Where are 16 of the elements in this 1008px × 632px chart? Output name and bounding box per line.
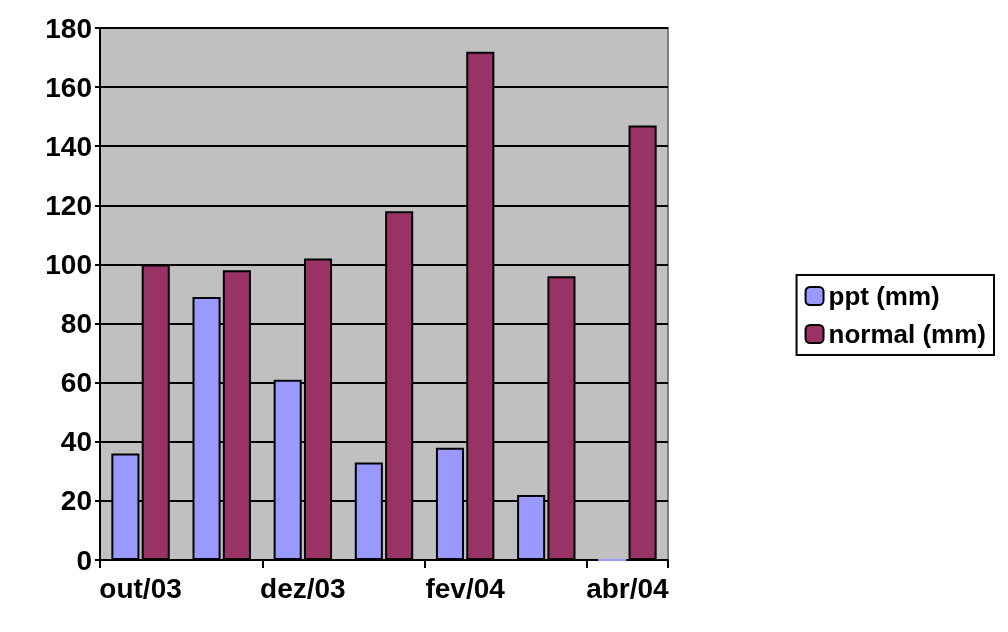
y-tick-label: 100 — [45, 248, 92, 280]
y-tick-label: 160 — [45, 71, 92, 103]
legend-label: normal (mm) — [828, 319, 987, 349]
y-tick-label: 180 — [45, 12, 92, 44]
y-tick-label: 80 — [60, 308, 92, 340]
x-tick-label: out/03 — [99, 572, 182, 604]
y-tick-label: 40 — [60, 426, 92, 458]
x-tick-label: fev/04 — [425, 572, 506, 604]
x-tick-label: dez/03 — [260, 572, 346, 604]
y-tick-label: 60 — [60, 367, 92, 399]
x-tick-label: abr/04 — [586, 572, 670, 604]
y-tick-label: 120 — [45, 189, 92, 221]
y-tick-label: 20 — [60, 485, 92, 517]
legend-label: ppt (mm) — [828, 281, 940, 311]
y-tick-label: 140 — [45, 130, 92, 162]
y-tick-label: 0 — [76, 544, 92, 576]
